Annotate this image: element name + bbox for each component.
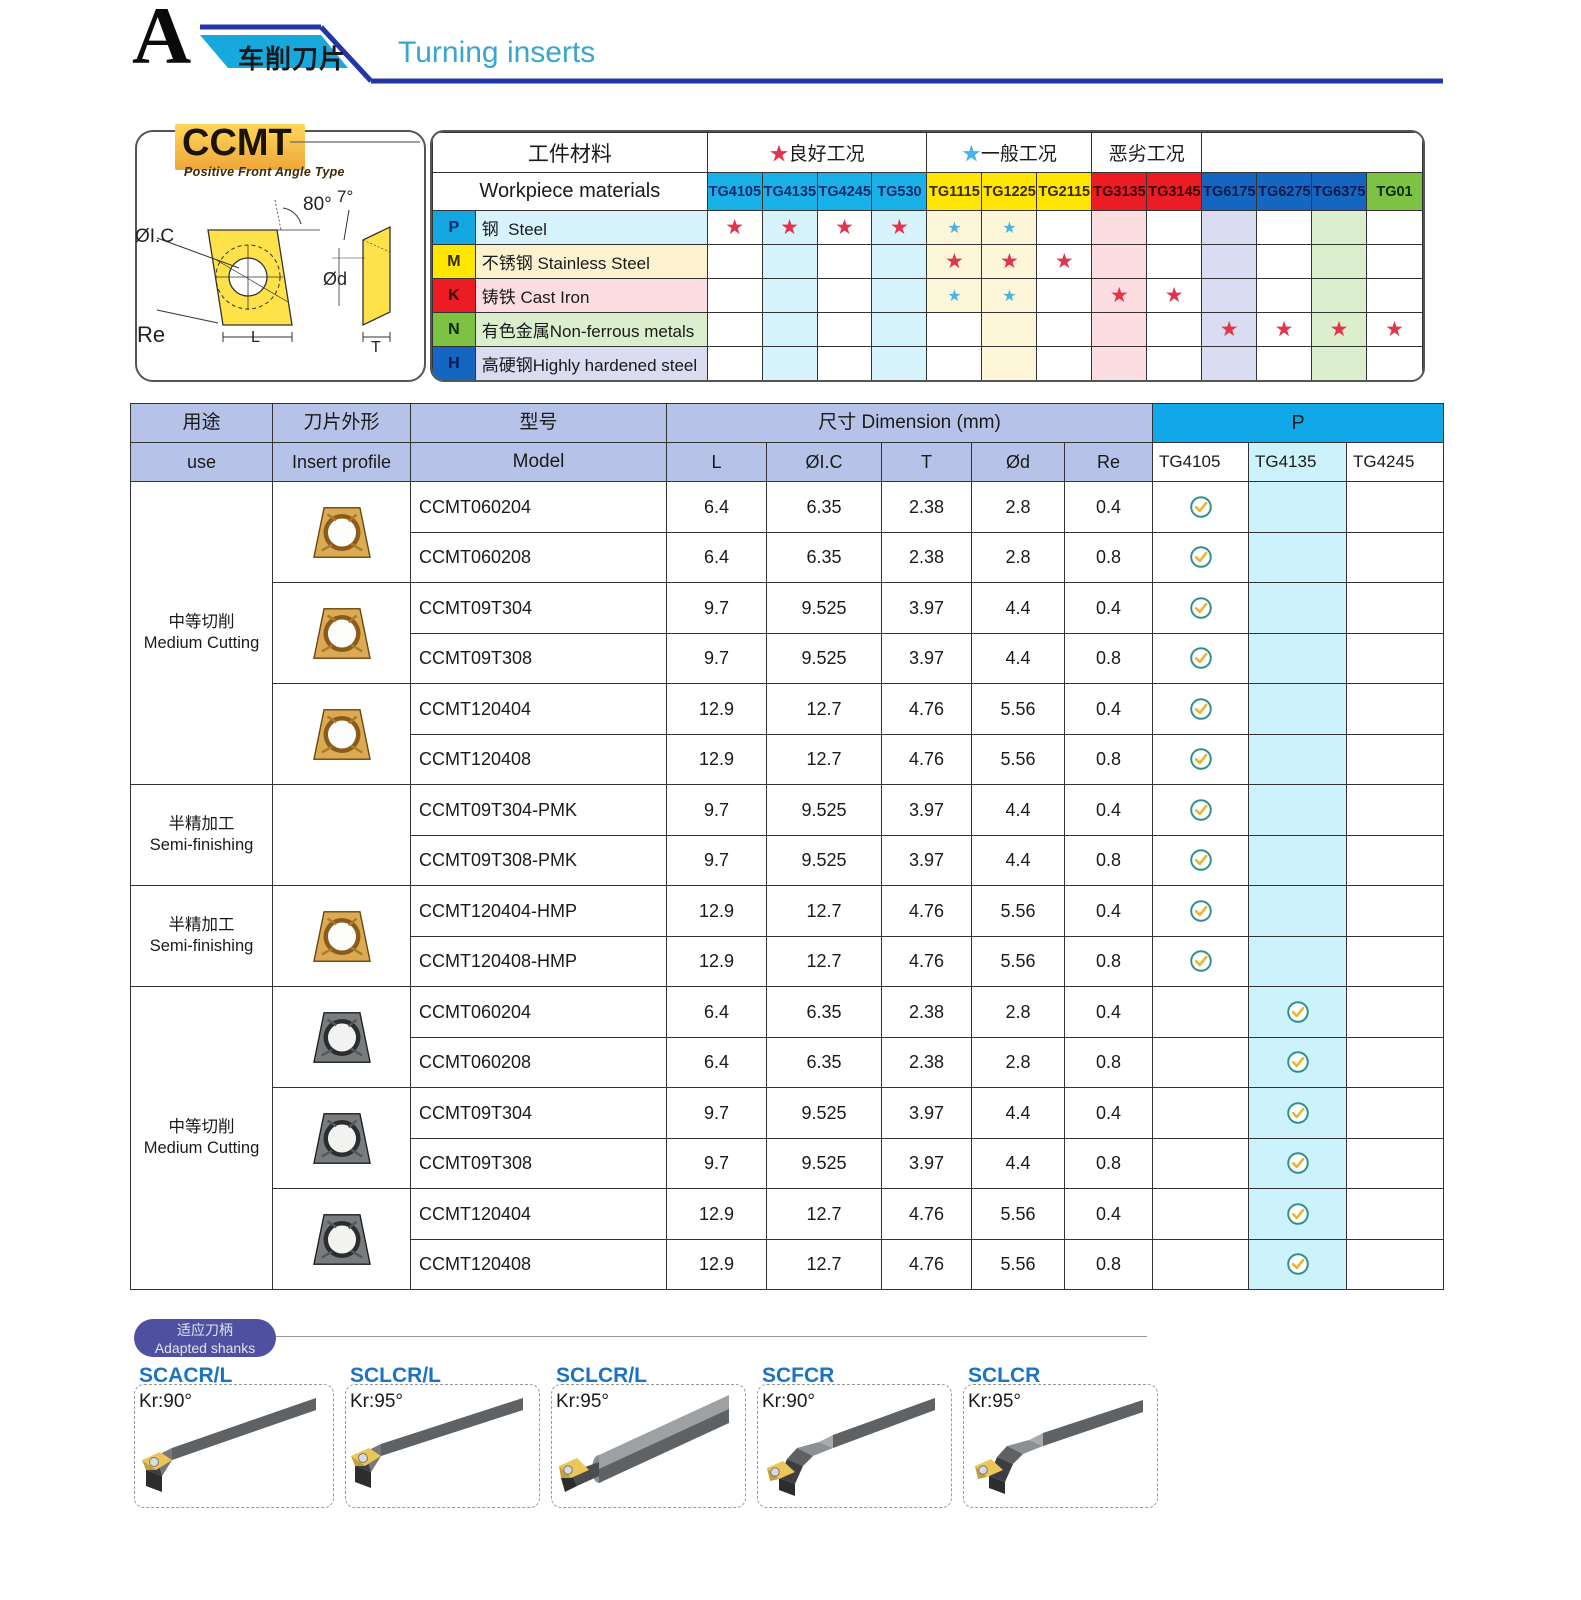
svg-text:Re: Re [137, 322, 165, 347]
svg-text:Ød: Ød [323, 269, 347, 289]
svg-text:T: T [371, 339, 381, 356]
svg-text:7°: 7° [337, 187, 353, 206]
svg-text:ØI.C: ØI.C [135, 226, 174, 247]
svg-text:L: L [251, 329, 260, 346]
svg-text:80°: 80° [303, 194, 332, 215]
